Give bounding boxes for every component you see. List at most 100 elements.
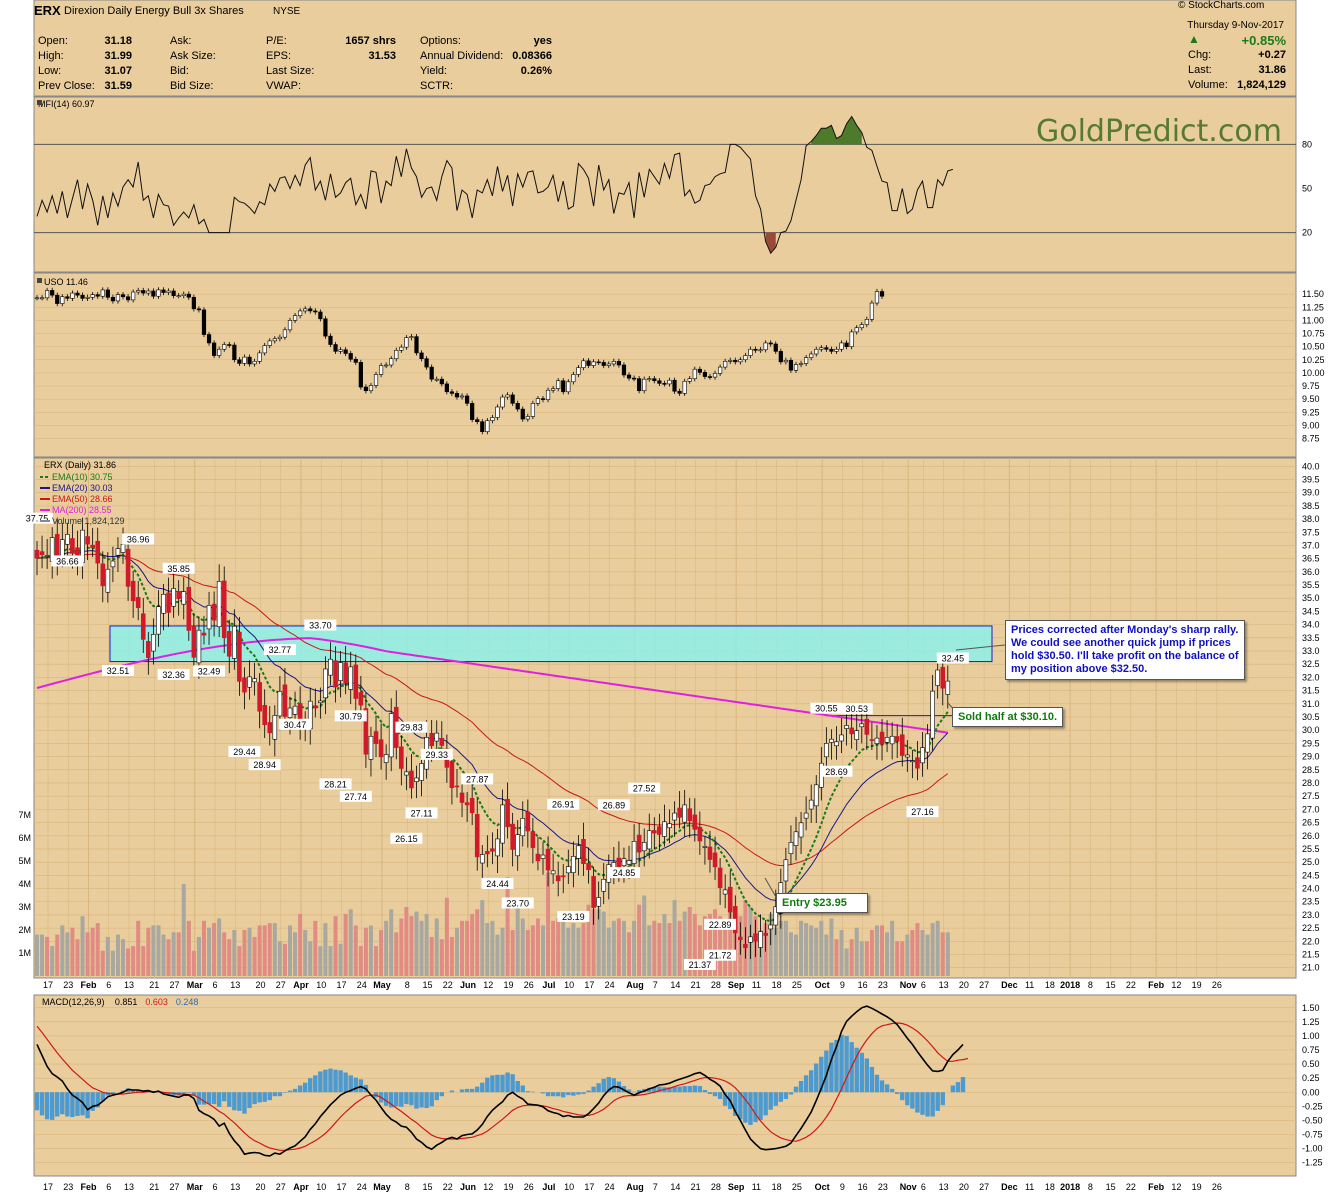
volume-bar (809, 925, 814, 976)
volume-bar (257, 925, 262, 976)
uso-candle (318, 311, 323, 320)
volume-bar (829, 918, 834, 976)
uso-candle (723, 361, 728, 368)
uso-candle (642, 378, 647, 392)
price-label-box (501, 897, 534, 909)
macd-histogram-bar (935, 1092, 940, 1111)
uso-candle (75, 292, 80, 296)
right-values: +0.27 31.86 1,824,129 (1220, 48, 1286, 93)
erx-axis-tick-label: 27.5 (1302, 791, 1320, 801)
uso-candle (171, 290, 176, 297)
macd-x-tick-label: 12 (483, 1182, 493, 1192)
erx-candle (146, 641, 151, 658)
erx-x-tick-label: May (373, 980, 391, 990)
uso-candle (738, 359, 743, 363)
macd-histogram-bar (692, 1085, 697, 1093)
macd-histogram-bar (596, 1083, 601, 1093)
volume-bar (389, 909, 394, 976)
price-label-group: 32.45 (936, 652, 969, 664)
uso-candle (176, 295, 181, 298)
macd-histogram-bar (869, 1066, 875, 1093)
volume-bar (95, 923, 100, 976)
erx-candle (495, 838, 500, 857)
options-label: Yield: (420, 65, 448, 77)
uso-candle (120, 294, 126, 298)
mfi-axis-tick-label: 80 (1302, 139, 1312, 149)
macd-histogram-bar (75, 1092, 80, 1116)
macd-histogram-bar (297, 1085, 303, 1093)
uso-candle (252, 361, 257, 365)
erx-axis-tick-label: 24.5 (1302, 870, 1320, 880)
erx-candle (894, 736, 900, 742)
macd-histogram-bar (814, 1063, 819, 1093)
macd-histogram-bar (383, 1092, 389, 1106)
erx-candle (905, 754, 910, 758)
macd-histogram-bar (555, 1092, 561, 1097)
volume-bar (910, 930, 915, 976)
ask-label: Ask Size: (170, 50, 216, 62)
uso-candle (115, 294, 121, 302)
uso-candle (459, 395, 465, 398)
macd-histogram-bar (495, 1074, 500, 1093)
erx-candle (945, 680, 951, 695)
volume-bar (272, 923, 277, 976)
macd-histogram-bar (545, 1092, 551, 1097)
uso-candle (869, 302, 874, 320)
erx-candle (130, 580, 136, 602)
macd-histogram-bar (505, 1072, 510, 1093)
erx-axis-tick-label: 35.5 (1302, 580, 1320, 590)
volume-bar (313, 920, 318, 976)
macd-histogram-bar (95, 1092, 100, 1108)
erx-candle (707, 846, 713, 860)
uso-candle (814, 348, 819, 355)
price-label: 24.44 (486, 879, 509, 889)
macd-histogram-bar (525, 1091, 531, 1093)
price-label: 32.45 (942, 654, 965, 664)
price-label-group: 27.11 (405, 807, 438, 819)
price-label-group: 22.89 (704, 918, 737, 930)
macd-histogram-bar (409, 1092, 414, 1106)
macd-x-tick-label: 2018 (1060, 1182, 1080, 1192)
volume-bar (161, 934, 166, 976)
uso-candle (606, 363, 611, 366)
macd-histogram-bar (186, 1092, 191, 1093)
price-label-group: 29.33 (420, 748, 453, 760)
erx-axis-tick-label: 37.0 (1302, 540, 1320, 550)
volume-bar (718, 916, 723, 976)
erx-x-tick-label: 12 (483, 980, 493, 990)
uso-candle (844, 342, 849, 347)
erx-axis-tick-label: 33.0 (1302, 646, 1320, 656)
stats-value: 31.53 (368, 50, 396, 62)
uso-candle (212, 342, 217, 356)
uso-candle (90, 294, 95, 298)
uso-candle (743, 355, 748, 361)
erx-candle (768, 924, 774, 930)
erx-candle (59, 539, 65, 557)
macd-histogram-bar (819, 1056, 824, 1093)
macd-x-tick-label: 21 (149, 1182, 159, 1192)
price-label-box (936, 652, 969, 664)
uso-axis-tick-label: 10.25 (1302, 355, 1325, 365)
erx-candle (702, 846, 708, 848)
macd-histogram-bar (677, 1086, 682, 1093)
quote-value: 31.18 (104, 35, 132, 47)
volume-bar (454, 927, 459, 976)
quote-date: Thursday 9-Nov-2017 (1187, 20, 1284, 31)
volume-bar (262, 925, 267, 976)
macd-histogram-bar (682, 1086, 687, 1093)
volume-bar (778, 920, 783, 976)
uso-candle (829, 348, 834, 352)
volume-bar (35, 934, 39, 976)
erx-x-tick-label: 12 (1171, 980, 1181, 990)
volume-bar (242, 930, 247, 976)
mfi-overbought-fill (811, 116, 862, 145)
uso-candle (520, 408, 525, 420)
volume-bar (333, 916, 338, 976)
macd-x-tick-label: 12 (1171, 1182, 1181, 1192)
macd-x-tick-label: May (373, 1182, 391, 1192)
uso-candle (687, 378, 692, 382)
uso-candle (783, 359, 788, 363)
uso-candle (470, 403, 475, 420)
macd-x-tick-label: Jul (542, 1182, 555, 1192)
macd-histogram-bar (743, 1092, 748, 1123)
